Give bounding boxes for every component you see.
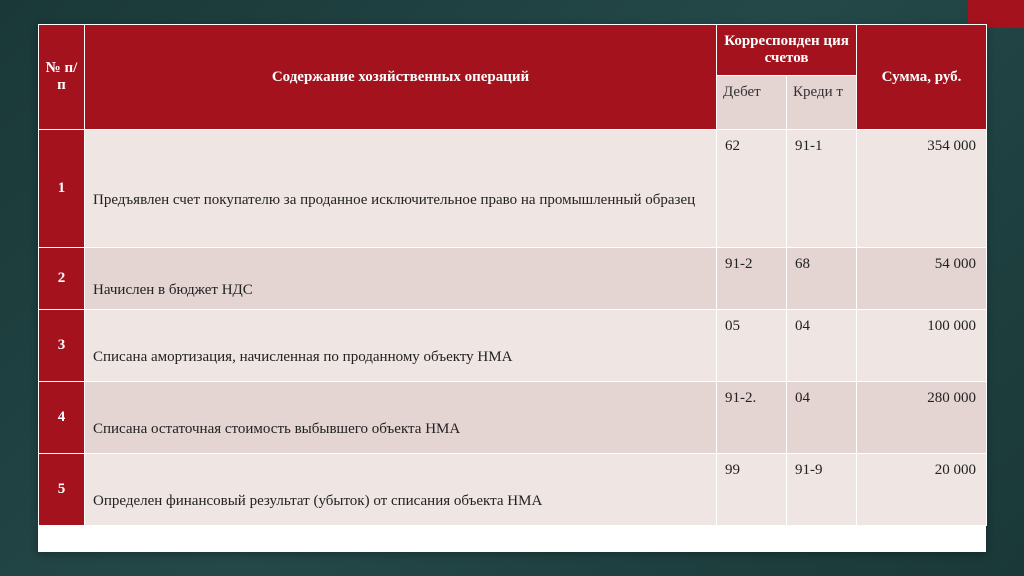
cell-desc: Предъявлен счет покупателю за проданное … xyxy=(85,130,717,248)
table-body: 1Предъявлен счет покупателю за проданное… xyxy=(39,130,987,526)
cell-desc: Списана амортизация, начисленная по прод… xyxy=(85,310,717,382)
cell-debit: 05 xyxy=(717,310,787,382)
header-desc: Содержание хозяйственных операций xyxy=(85,25,717,130)
table-header: № п/п Содержание хозяйственных операций … xyxy=(39,25,987,130)
header-corr: Корреспонден ция счетов xyxy=(717,25,857,76)
cell-num: 4 xyxy=(39,382,85,454)
cell-debit: 62 xyxy=(717,130,787,248)
slide-container: № п/п Содержание хозяйственных операций … xyxy=(38,24,986,552)
cell-credit: 04 xyxy=(787,382,857,454)
cell-debit: 91-2. xyxy=(717,382,787,454)
cell-sum: 280 000 xyxy=(857,382,987,454)
cell-debit: 99 xyxy=(717,454,787,526)
cell-num: 2 xyxy=(39,248,85,310)
cell-num: 5 xyxy=(39,454,85,526)
accounting-table: № п/п Содержание хозяйственных операций … xyxy=(38,24,987,526)
table-row: 1Предъявлен счет покупателю за проданное… xyxy=(39,130,987,248)
table-row: 5Определен финансовый результат (убыток)… xyxy=(39,454,987,526)
cell-num: 3 xyxy=(39,310,85,382)
cell-desc: Определен финансовый результат (убыток) … xyxy=(85,454,717,526)
header-sum: Сумма, руб. xyxy=(857,25,987,130)
cell-num: 1 xyxy=(39,130,85,248)
cell-credit: 04 xyxy=(787,310,857,382)
cell-sum: 20 000 xyxy=(857,454,987,526)
table-row: 4Списана остаточная стоимость выбывшего … xyxy=(39,382,987,454)
cell-sum: 100 000 xyxy=(857,310,987,382)
cell-desc: Списана остаточная стоимость выбывшего о… xyxy=(85,382,717,454)
cell-credit: 91-9 xyxy=(787,454,857,526)
cell-credit: 91-1 xyxy=(787,130,857,248)
header-num: № п/п xyxy=(39,25,85,130)
header-credit: Креди т xyxy=(787,76,857,130)
cell-sum: 54 000 xyxy=(857,248,987,310)
header-debit: Дебет xyxy=(717,76,787,130)
cell-desc: Начислен в бюджет НДС xyxy=(85,248,717,310)
table-row: 3Списана амортизация, начисленная по про… xyxy=(39,310,987,382)
cell-credit: 68 xyxy=(787,248,857,310)
cell-debit: 91-2 xyxy=(717,248,787,310)
table-row: 2Начислен в бюджет НДС91-26854 000 xyxy=(39,248,987,310)
cell-sum: 354 000 xyxy=(857,130,987,248)
